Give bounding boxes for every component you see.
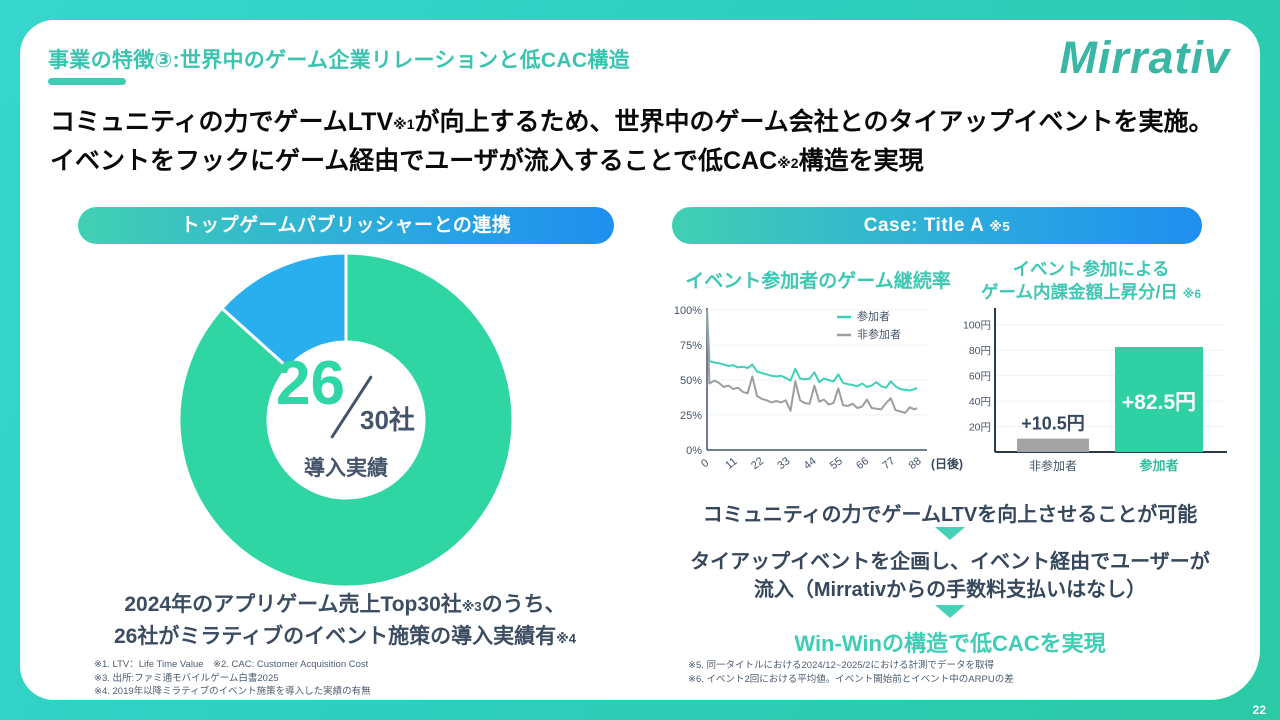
left-panel-caption: 2024年のアプリゲーム売上Top30社※3のうち、 26社がミラティブのイベン… [50, 590, 640, 654]
heading-line-2: イベントをフックにゲーム経由でユーザが流入することで低CAC※2構造を実現 [50, 147, 924, 175]
footnotes-left: ※1. LTV：Life Time Value ※2. CAC: Custome… [94, 658, 371, 699]
footnote-line: ※4. 2019年以降ミラティブのイベント施策を導入した実績の有無 [94, 686, 371, 697]
svg-text:参加者: 参加者 [857, 309, 890, 323]
svg-text:88: 88 [907, 455, 924, 472]
line-chart-svg: 0% 25% 50% 75% 100% 0 11 22 33 44 55 66 77 88 (日後) 参加者非… [674, 305, 963, 472]
svg-text:80円: 80円 [969, 345, 991, 357]
svg-text:非参加者: 非参加者 [1029, 458, 1077, 473]
svg-text:+82.5円: +82.5円 [1122, 391, 1196, 414]
footnote-ref-1: ※1 [393, 116, 415, 132]
svg-text:+10.5円: +10.5円 [1021, 414, 1085, 434]
footnotes-right: ※5. 同一タイトルにおける2024/12~2025/2における計測でデータを取… [688, 659, 1014, 686]
svg-text:33: 33 [775, 455, 792, 472]
footnote-ref-3: ※3 [461, 599, 482, 614]
svg-text:(日後): (日後) [931, 456, 963, 471]
donut-total: 30社 [360, 405, 415, 435]
footnote-ref-4: ※4 [556, 631, 576, 646]
footnote-line: ※6. イベント2回における平均値。イベント開始前とイベント中のARPUの差 [688, 673, 1014, 685]
svg-text:参加者: 参加者 [1139, 458, 1178, 473]
footnote-line: ※1. LTV：Life Time Value ※2. CAC: Custome… [94, 659, 369, 670]
footnote-ref-5: ※5 [989, 219, 1011, 234]
donut-chart: 26 30社 導入実績 [176, 250, 516, 590]
down-arrow-icon [935, 527, 965, 540]
flow-statement-2: タイアップイベントを企画し、イベント経由でユーザーが 流入（Mirrativから… [690, 551, 1210, 601]
mirrativ-logo: Mirrativ [1059, 32, 1230, 83]
svg-text:77: 77 [880, 455, 897, 472]
donut-value: 26 [276, 349, 345, 418]
right-panel-header-pill: Case: Title A ※5 [672, 207, 1202, 244]
svg-text:非参加者: 非参加者 [857, 327, 901, 341]
flow-conclusion: Win-Winの構造で低CACを実現 [794, 631, 1106, 656]
svg-text:75%: 75% [680, 340, 702, 352]
page-title: 事業の特徴③:世界中のゲーム企業リレーションと低CAC構造 [48, 49, 630, 72]
slide-card: 事業の特徴③:世界中のゲーム企業リレーションと低CAC構造 Mirrativ コ… [20, 20, 1260, 700]
svg-text:100円: 100円 [963, 320, 991, 332]
footnote-ref-2: ※2 [777, 155, 799, 171]
svg-text:25%: 25% [680, 410, 702, 422]
svg-text:66: 66 [854, 455, 871, 472]
heading-line-1: コミュニティの力でゲームLTV※1が向上するため、世界中のゲーム会社とのタイアッ… [50, 108, 1214, 136]
flow-statement-1: コミュニティの力でゲームLTVを向上させることが可能 [702, 504, 1198, 526]
footnote-ref-6: ※6 [1182, 287, 1202, 301]
retention-line-chart: 0% 25% 50% 75% 100% 0 11 22 33 44 55 66 77 88 (日後) 参加者非… [665, 300, 975, 490]
svg-text:11: 11 [723, 455, 739, 471]
svg-text:0%: 0% [686, 445, 702, 457]
svg-text:100%: 100% [674, 305, 702, 317]
caption-line-2: 26社がミラティブのイベント施策の導入実績有※4 [114, 625, 576, 648]
svg-text:22: 22 [749, 455, 766, 472]
svg-text:44: 44 [802, 455, 819, 472]
page-number: 22 [1252, 703, 1266, 717]
donut-label: 導入実績 [304, 457, 388, 480]
svg-text:55: 55 [828, 455, 845, 472]
footnote-line: ※3. 出所:ファミ通モバイルゲーム白書2025 [94, 672, 279, 684]
main-heading: コミュニティの力でゲームLTV※1が向上するため、世界中のゲーム会社とのタイアッ… [50, 104, 1214, 182]
title-underline [48, 78, 126, 85]
caption-line-1: 2024年のアプリゲーム売上Top30社※3のうち、 [124, 593, 566, 616]
svg-text:60円: 60円 [969, 371, 991, 383]
svg-text:0: 0 [699, 457, 711, 470]
footnote-line: ※5. 同一タイトルにおける2024/12~2025/2における計測でデータを取… [688, 660, 994, 671]
left-panel-header-pill: トップゲームパブリッシャーとの連携 [78, 207, 614, 244]
bar-chart-title: イベント参加による ゲーム内課金額上昇分/日 ※6 [980, 259, 1202, 302]
revenue-bar-chart: 20円 40円 60円 80円 100円 +10.5円非参加者 +82.5円参加者 [955, 300, 1235, 490]
donut-chart-svg [177, 251, 515, 589]
svg-text:20円: 20円 [969, 422, 991, 434]
svg-text:40円: 40円 [969, 396, 991, 408]
down-arrow-icon [935, 605, 965, 618]
line-chart-title: イベント参加者のゲーム継続率 [685, 271, 951, 292]
svg-text:50%: 50% [680, 375, 702, 387]
donut-center: 26 30社 導入実績 [268, 342, 424, 498]
